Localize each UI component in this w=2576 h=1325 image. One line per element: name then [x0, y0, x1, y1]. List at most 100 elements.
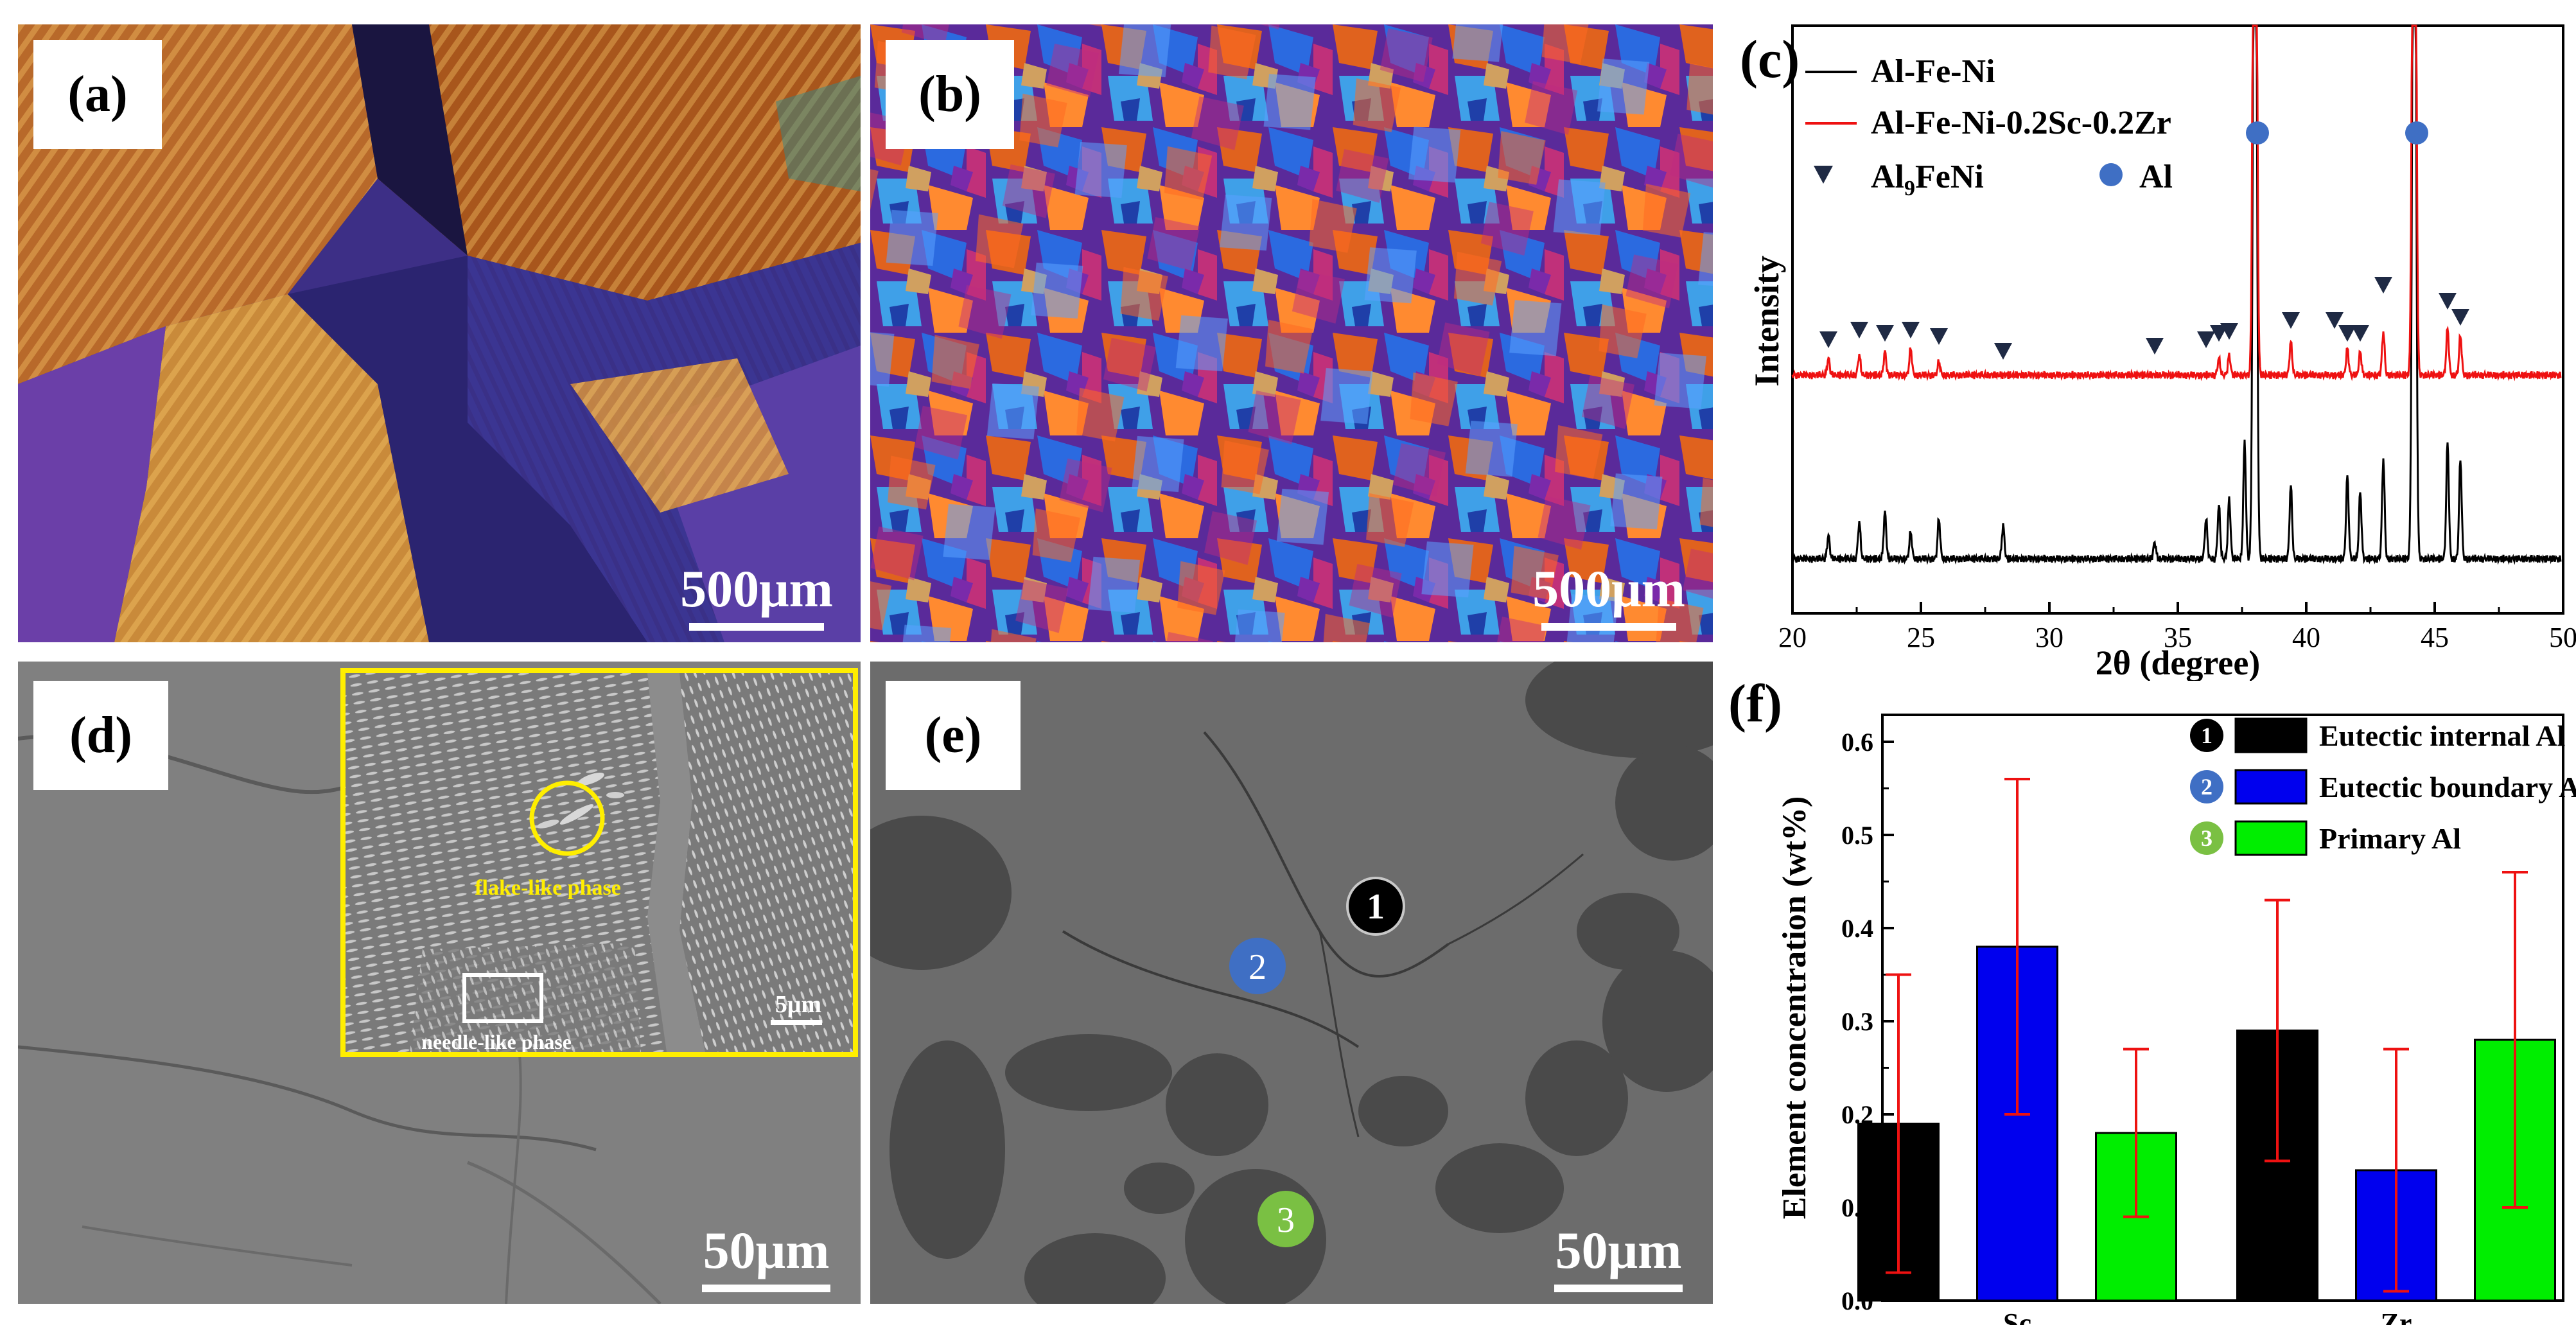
panel-d-scale-text: 50μm — [703, 1221, 830, 1279]
xrd-xtick-label: 20 — [1778, 622, 1807, 653]
xrd-series-al-fe-ni — [1791, 24, 2562, 565]
inset-annotations: flake-like phase needle-like phase 5μm — [421, 780, 822, 1052]
panel-a-scalebar: 500μm — [667, 559, 846, 631]
legend-marker-number: 3 — [2201, 825, 2212, 851]
panel-e-label: (e) — [886, 681, 1021, 790]
al9feni-peak-marker — [2220, 323, 2238, 340]
al9feni-peak-marker — [2146, 338, 2164, 355]
legend-swatch — [2234, 717, 2308, 753]
legend-marker-number: 2 — [2201, 774, 2212, 800]
panel-a-label: (a) — [33, 40, 162, 149]
panel-d-label: (d) — [33, 681, 168, 790]
legend-marker-3 — [2190, 821, 2223, 855]
al9feni-peak-marker — [2197, 331, 2215, 348]
al9feni-peak-marker — [2439, 293, 2457, 310]
legend-series-label: Eutectic internal Al — [2319, 719, 2565, 752]
flake-phase-label: flake-like phase — [475, 876, 621, 900]
legend-series-label: Eutectic boundary Al — [2319, 771, 2576, 803]
bar-ytick-label: 0.4 — [1841, 914, 1873, 943]
panel-d-scalebar: 50μm — [686, 1220, 846, 1292]
xrd-ylabel: Intensity — [1748, 256, 1786, 387]
al-peak-marker — [2246, 121, 2269, 145]
bar-category-label: Zr — [2381, 1308, 2412, 1325]
legend-al9feni-label: Al9FeNi — [1871, 159, 1984, 200]
bar-category-label: Sc — [2003, 1308, 2031, 1325]
panel-f-label: (f) — [1728, 683, 1782, 733]
panel-e-scale-bar-line — [1554, 1285, 1683, 1292]
marker-2 — [1229, 938, 1286, 994]
inset-scale-bar — [771, 1020, 822, 1025]
al9feni-peak-marker — [2451, 309, 2469, 326]
legend-label-black: Al-Fe-Ni — [1871, 53, 1995, 90]
xrd-xtick-label: 45 — [2421, 622, 2449, 653]
inset-scale-text: 5μm — [775, 991, 821, 1018]
xrd-xtick-label: 30 — [2035, 622, 2063, 653]
panel-b-scalebar: 500μm — [1519, 559, 1699, 631]
panel-d: flake-like phase needle-like phase 5μm (… — [18, 662, 861, 1304]
al9feni-peak-marker — [1994, 343, 2012, 360]
legend-triangle-marker — [1814, 166, 1833, 184]
bar-ytick-label: 0.5 — [1841, 821, 1873, 850]
marker-3-label: 3 — [1277, 1200, 1295, 1240]
marker-layer: 1 2 3 — [1229, 877, 1405, 1247]
panel-b: (b) 500μm — [870, 24, 1713, 642]
xrd-xtick-label: 40 — [2292, 622, 2320, 653]
legend-circle-marker — [2099, 163, 2123, 186]
inset-micrograph — [346, 673, 853, 1052]
marker-1 — [1346, 877, 1405, 936]
marker-2-label: 2 — [1249, 947, 1266, 987]
al9feni-peak-marker — [2326, 312, 2344, 329]
legend-al9feni-rest: FeNi — [1915, 159, 1984, 195]
panel-a-scale-bar-line — [689, 623, 824, 631]
al9feni-peak-marker — [2282, 312, 2300, 329]
bar-ytick-label: 0.6 — [1841, 728, 1873, 757]
xrd-chart: (c) 20 25 30 35 40 45 50 Al-Fe-Ni Al-Fe-Ni-0.2… — [1740, 24, 2576, 681]
al9feni-peak-marker — [1902, 322, 1920, 338]
bar-plot-frame — [1881, 714, 2564, 1302]
al9feni-peak-marker — [2338, 325, 2356, 342]
panel-c-label: (c) — [1740, 30, 1800, 89]
al9feni-peak-marker — [2210, 325, 2228, 342]
al9feni-peak-marker — [1819, 331, 1837, 348]
needle-phase-label: needle-like phase — [421, 1030, 572, 1052]
legend-al9feni-main: Al — [1871, 159, 1904, 195]
al9feni-peak-marker — [1876, 325, 1894, 342]
marker-3 — [1257, 1191, 1314, 1247]
al9feni-peak-marker — [1850, 322, 1868, 338]
panel-a: (a) 500μm — [18, 24, 861, 642]
legend-al-label: Al — [2139, 159, 2173, 195]
bar-ylabel: Element concentration (wt%) — [1776, 796, 1813, 1220]
legend-al9feni-sub: 9 — [1904, 177, 1915, 200]
legend-series-label: Primary Al — [2319, 822, 2461, 855]
al-peak-marker — [2405, 121, 2428, 145]
panel-a-scale-text: 500μm — [680, 559, 833, 618]
legend-marker-2 — [2190, 770, 2223, 803]
al9feni-peak-marker — [2351, 325, 2369, 342]
panel-d-inset: flake-like phase needle-like phase 5μm — [340, 668, 858, 1057]
legend-label-red: Al-Fe-Ni-0.2Sc-0.2Zr — [1871, 105, 2171, 141]
al9feni-peak-marker — [2374, 277, 2392, 294]
xrd-xlabel: 2θ (degree) — [2096, 644, 2261, 681]
flake-phase-circle — [529, 780, 605, 856]
panel-e: 1 2 3 (e) 50μm — [870, 662, 1713, 1304]
xrd-series-al-fe-ni-sc-zr — [1791, 24, 2562, 382]
panel-b-scale-text: 500μm — [1532, 559, 1685, 618]
panel-b-scale-bar-line — [1541, 623, 1676, 631]
xrd-legend: Al-Fe-Ni Al-Fe-Ni-0.2Sc-0.2Zr Al9FeNi Al — [1805, 53, 2173, 200]
xrd-xtick-label: 50 — [2549, 622, 2576, 653]
legend-swatch — [2234, 820, 2308, 856]
al9feni-peak-marker — [1930, 328, 1948, 345]
marker-1-label: 1 — [1367, 887, 1385, 927]
legend-marker-number: 1 — [2201, 723, 2212, 748]
bar-ytick-label: 0.3 — [1841, 1007, 1873, 1036]
panel-d-scale-bar-line — [702, 1285, 830, 1292]
xrd-xtick-label: 25 — [1907, 622, 1935, 653]
panel-e-scale-text: 50μm — [1555, 1221, 1682, 1279]
xrd-xtick-label: 35 — [2164, 622, 2192, 653]
panel-b-label: (b) — [886, 40, 1014, 149]
needle-phase-box — [462, 973, 543, 1023]
panel-e-scalebar: 50μm — [1538, 1220, 1699, 1292]
legend-marker-1 — [2190, 719, 2223, 752]
legend-swatch — [2234, 769, 2308, 805]
